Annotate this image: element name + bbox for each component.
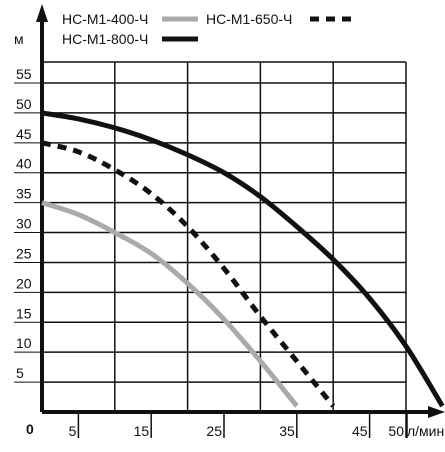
y-tick-label: 10 <box>16 335 32 351</box>
x-axis-arrow <box>428 406 445 418</box>
x-tick-label: 15 <box>134 423 150 439</box>
series-group <box>41 110 445 408</box>
x-tick-label: 5 <box>69 423 77 439</box>
legend-label-1: НС-М1-400-Ч <box>62 11 148 27</box>
y-tick-label: 25 <box>16 245 32 261</box>
grid <box>42 61 407 412</box>
y-tick-label: 5 <box>16 365 24 381</box>
y-axis-label: м <box>14 31 24 47</box>
y-tick-label: 30 <box>16 216 32 232</box>
legend: НС-М1-400-Ч НС-М1-650-Ч НС-М1-800-Ч <box>62 11 358 47</box>
y-tick-label: 50 <box>16 96 32 112</box>
legend-label-3: НС-М1-800-Ч <box>62 31 148 47</box>
y-tick-label: 35 <box>16 186 32 202</box>
legend-label-2: НС-М1-650-Ч <box>206 11 292 27</box>
y-tick-label: 45 <box>16 126 32 142</box>
origin-label: 0 <box>26 421 34 437</box>
y-tick-label: 40 <box>16 156 32 172</box>
axes <box>36 4 445 418</box>
y-tick-label: 20 <box>16 275 32 291</box>
y-tick-label: 55 <box>16 66 32 82</box>
x-tick-label: 35 <box>279 423 295 439</box>
x-tick-label: 45 <box>352 423 368 439</box>
series-line-2 <box>41 140 336 408</box>
x-axis-label: л/мин <box>407 423 444 439</box>
y-axis-arrow <box>36 4 48 22</box>
x-tick-label: 50 <box>388 423 404 439</box>
series-line-1 <box>41 200 299 408</box>
series-line-3 <box>41 110 445 408</box>
x-tick-label: 25 <box>206 423 222 439</box>
y-tick-label: 15 <box>16 305 32 321</box>
